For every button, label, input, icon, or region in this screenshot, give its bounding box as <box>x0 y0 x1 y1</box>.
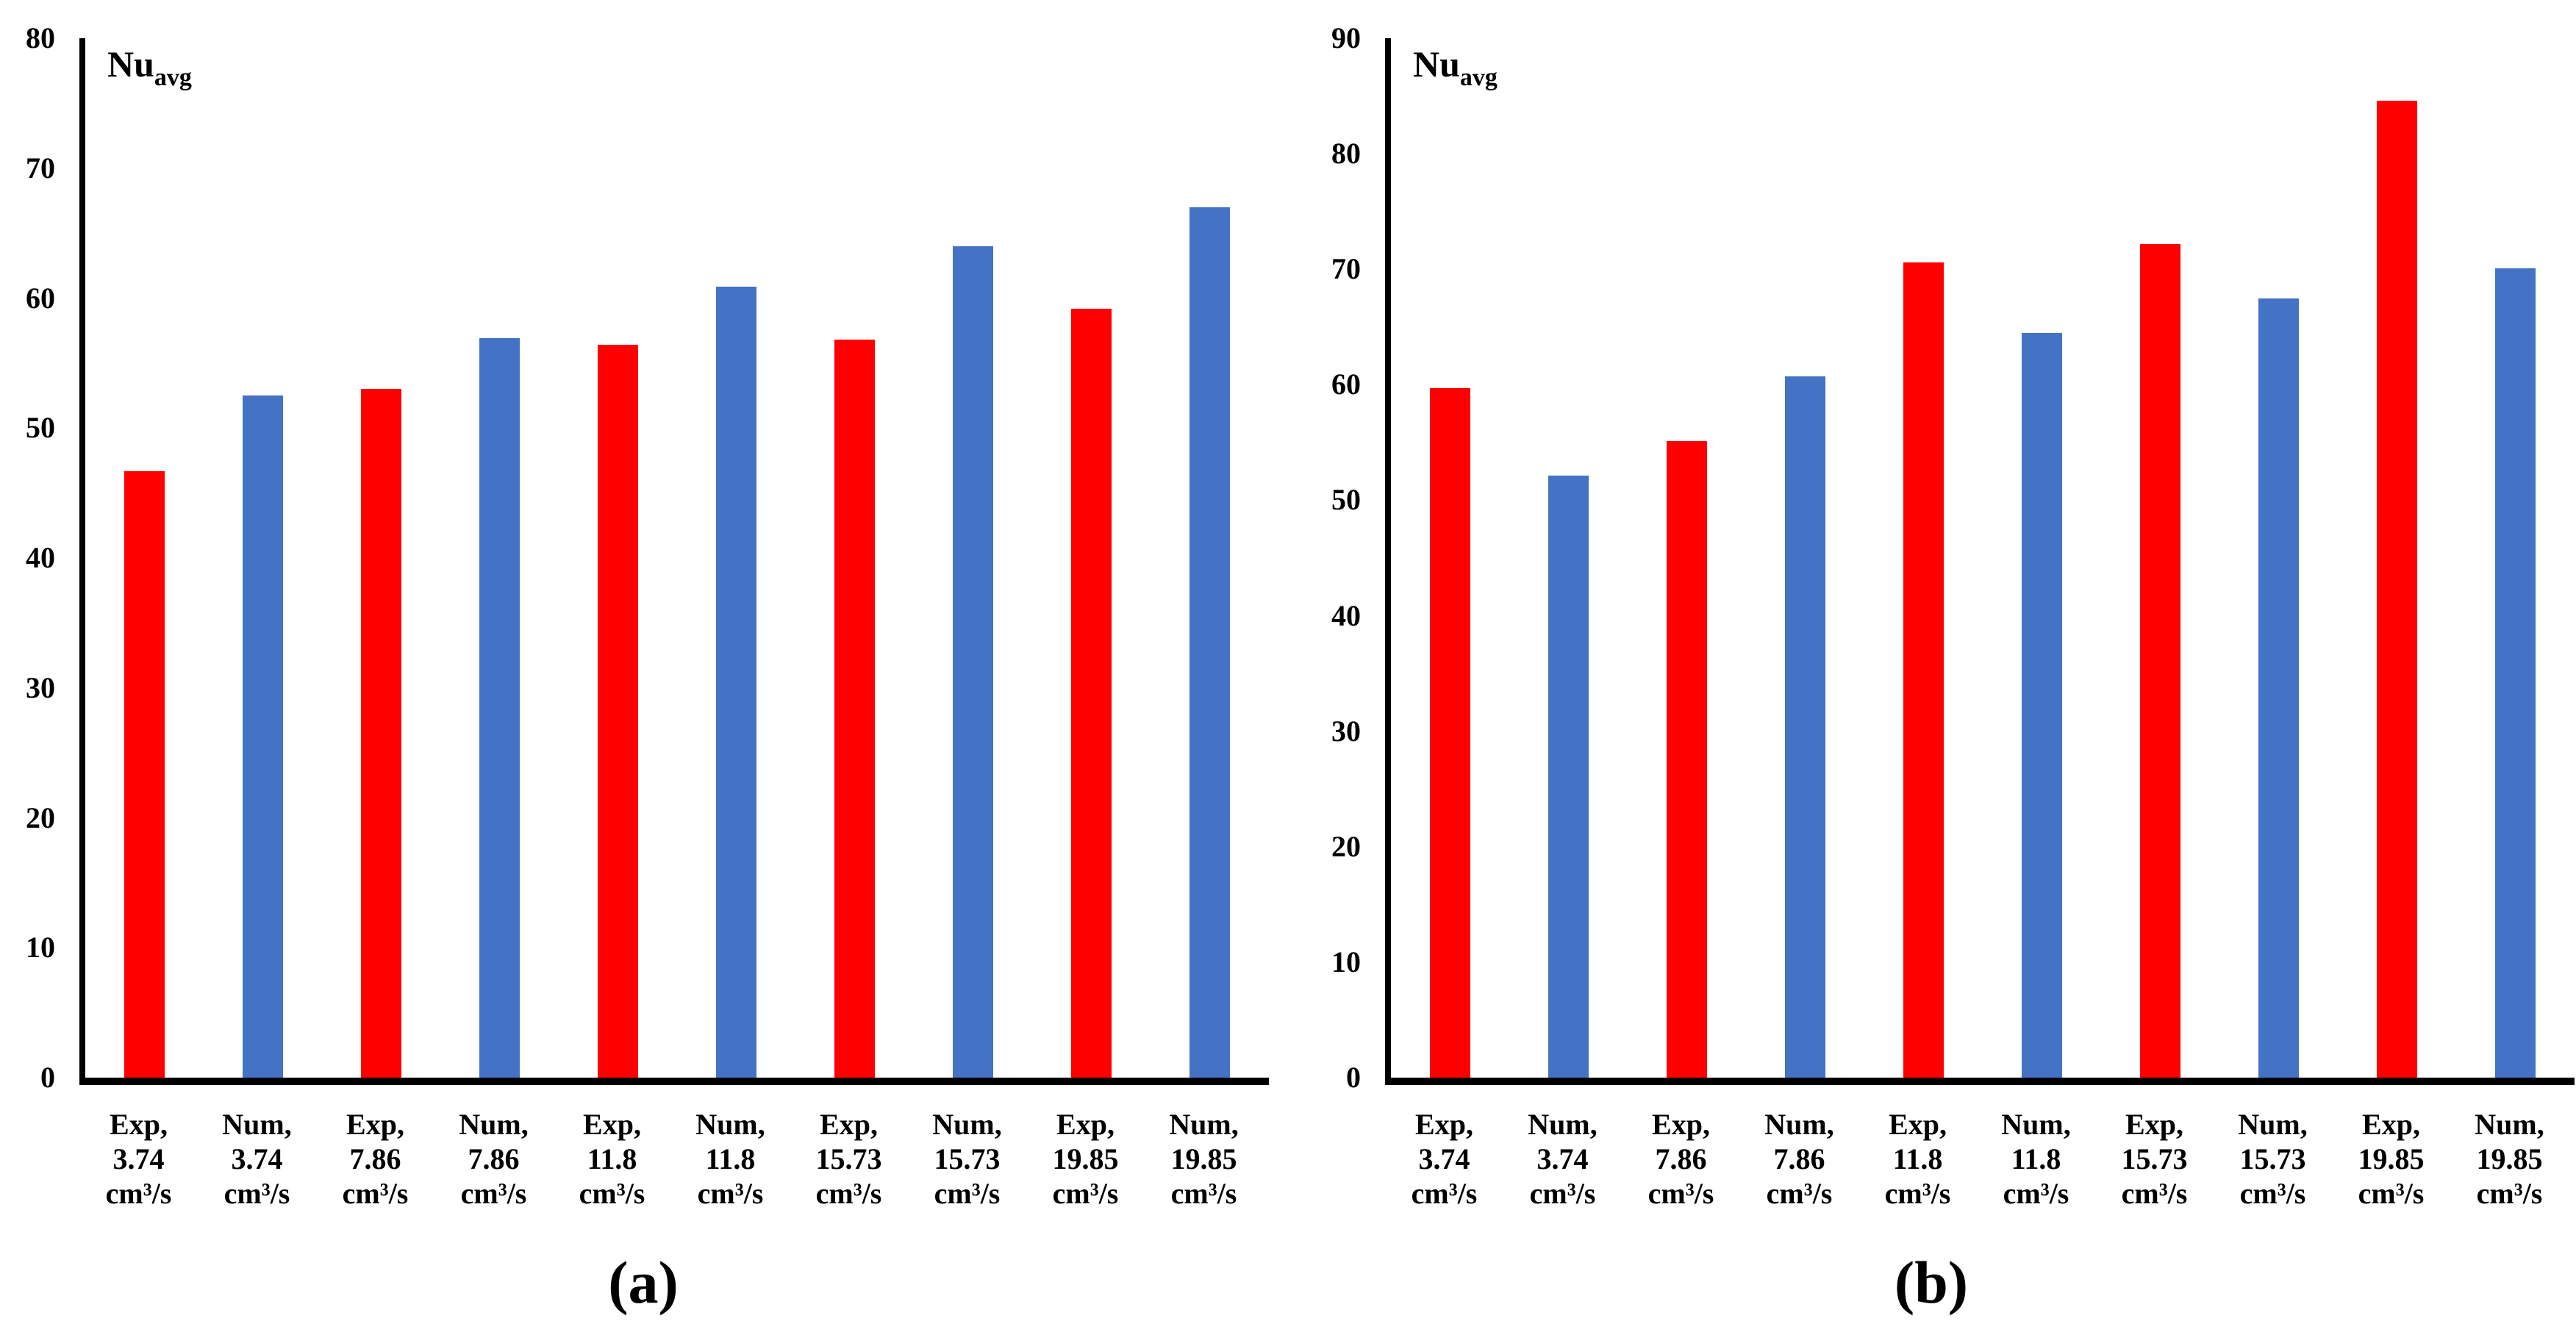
bar <box>953 246 993 1078</box>
bar <box>1071 308 1112 1078</box>
y-axis-title-subscript: avg <box>154 63 192 91</box>
bar <box>2258 298 2299 1078</box>
y-tick-label: 60 <box>26 281 55 315</box>
x-tick-label: Num, 3.74 cm³/s <box>1528 1108 1598 1211</box>
bar <box>1667 441 1707 1078</box>
x-tick-label: Exp, 19.85 cm³/s <box>1052 1108 1119 1211</box>
bar <box>1785 376 1825 1078</box>
x-tick-label: Exp, 19.85 cm³/s <box>2358 1108 2425 1211</box>
x-tick-label: Num, 11.8 cm³/s <box>2001 1108 2071 1211</box>
bar <box>124 470 165 1078</box>
y-axis-tick-labels: 0 10 20 30 40 50 60 70 80 <box>0 24 55 1092</box>
y-axis-title-main: Nu <box>107 43 154 85</box>
bar <box>2022 332 2062 1078</box>
bar <box>1903 262 1944 1078</box>
y-axis-title-main: Nu <box>1413 43 1460 85</box>
y-tick-label: 80 <box>1331 137 1361 171</box>
bar <box>2495 268 2536 1078</box>
y-tick-label: 70 <box>1331 252 1361 286</box>
x-tick-label: Num, 19.85 cm³/s <box>2475 1108 2544 1211</box>
y-tick-label: 90 <box>1331 21 1361 54</box>
y-tick-label: 0 <box>40 1061 55 1094</box>
y-tick-label: 60 <box>1331 368 1361 401</box>
y-tick-label: 20 <box>1331 829 1361 863</box>
bar <box>479 338 520 1078</box>
y-tick-label: 0 <box>1346 1061 1361 1094</box>
x-tick-label: Num, 15.73 cm³/s <box>932 1108 1002 1211</box>
bars <box>1391 38 2575 1078</box>
chart-panel-b: 0 10 20 30 40 50 60 70 80 90 Nuavg Exp, 3.74 cm³/… <box>1287 0 2576 1343</box>
x-tick-label: Exp, 7.86 cm³/s <box>1647 1108 1714 1211</box>
chart-panel-a: 0 10 20 30 40 50 60 70 80 Nuavg Exp, 3.74 cm³/s N… <box>0 0 1287 1343</box>
y-tick-label: 40 <box>1331 598 1361 632</box>
y-tick-label: 50 <box>1331 483 1361 517</box>
y-axis-title: Nuavg <box>1413 46 1498 90</box>
x-tick-label: Num, 3.74 cm³/s <box>222 1108 292 1211</box>
bar <box>243 395 283 1078</box>
bar <box>598 345 638 1078</box>
plot-area <box>79 38 1269 1085</box>
bar <box>1548 476 1589 1078</box>
x-tick-label: Exp, 3.74 cm³/s <box>105 1108 172 1211</box>
bar <box>361 389 401 1078</box>
y-tick-label: 30 <box>26 670 55 704</box>
x-tick-label: Num, 7.86 cm³/s <box>459 1108 529 1211</box>
y-axis-tick-labels: 0 10 20 30 40 50 60 70 80 90 <box>1287 24 1361 1092</box>
caption-b: (b) <box>1894 1249 1969 1316</box>
y-tick-label: 20 <box>26 801 55 834</box>
y-axis-title-subscript: avg <box>1459 63 1498 91</box>
x-tick-label: Exp, 11.8 cm³/s <box>1884 1108 1951 1211</box>
x-tick-label: Exp, 11.8 cm³/s <box>579 1108 645 1211</box>
y-tick-label: 80 <box>26 21 55 54</box>
x-tick-label: Exp, 7.86 cm³/s <box>342 1108 409 1211</box>
bar <box>716 286 756 1078</box>
x-axis-labels: Exp, 3.74 cm³/s Num, 3.74 cm³/s Exp, 7.86 … <box>79 1107 1263 1211</box>
x-tick-label: Num, 19.85 cm³/s <box>1169 1108 1239 1211</box>
x-axis-labels: Exp, 3.74 cm³/s Num, 3.74 cm³/s Exp, 7.86 … <box>1385 1107 2569 1211</box>
y-tick-label: 70 <box>26 151 55 185</box>
caption-a: (a) <box>608 1249 679 1316</box>
bar <box>1430 388 1470 1078</box>
plot-area <box>1385 38 2575 1085</box>
bar <box>2140 243 2180 1078</box>
bar <box>834 340 875 1078</box>
y-tick-label: 40 <box>26 541 55 574</box>
y-tick-label: 30 <box>1331 714 1361 748</box>
y-tick-label: 50 <box>26 411 55 445</box>
x-tick-label: Num, 7.86 cm³/s <box>1764 1108 1834 1211</box>
x-tick-label: Exp, 15.73 cm³/s <box>2121 1108 2188 1211</box>
x-tick-label: Exp, 3.74 cm³/s <box>1411 1108 1478 1211</box>
y-tick-label: 10 <box>26 931 55 964</box>
bar <box>2377 100 2417 1078</box>
x-tick-label: Num, 15.73 cm³/s <box>2238 1108 2308 1211</box>
x-tick-label: Num, 11.8 cm³/s <box>695 1108 765 1211</box>
y-tick-label: 10 <box>1331 945 1361 978</box>
bar <box>1189 207 1230 1078</box>
y-axis-title: Nuavg <box>107 46 192 90</box>
bars <box>85 38 1269 1078</box>
x-tick-label: Exp, 15.73 cm³/s <box>815 1108 882 1211</box>
